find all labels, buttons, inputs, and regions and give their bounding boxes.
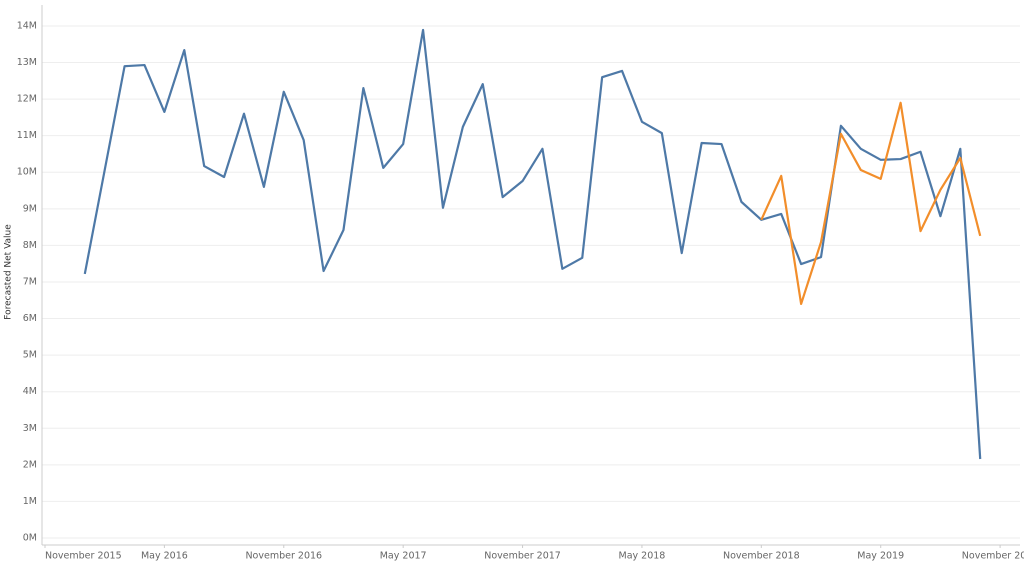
x-tick-label: May 2018	[619, 551, 666, 562]
y-tick-label: 7M	[23, 276, 37, 287]
y-tick-label: 1M	[23, 496, 37, 507]
x-tick-label: November 2018	[723, 551, 800, 562]
y-tick-label: 4M	[23, 386, 37, 397]
y-tick-label: 12M	[17, 94, 37, 105]
x-tick-label: May 2016	[141, 551, 188, 562]
y-tick-label: 10M	[17, 167, 37, 178]
y-tick-label: 13M	[17, 57, 37, 68]
y-tick-label: 9M	[23, 203, 37, 214]
y-tick-label: 2M	[23, 459, 37, 470]
y-tick-label: 14M	[17, 20, 37, 31]
y-axis-title: Forecasted Net Value	[4, 224, 14, 320]
x-tick-label: May 2019	[857, 551, 904, 562]
y-tick-label: 5M	[23, 350, 37, 361]
series-line	[760, 101, 982, 306]
x-tick-label: May 2017	[380, 551, 427, 562]
y-tick-label: 11M	[17, 130, 37, 141]
y-tick-label: 3M	[23, 423, 37, 434]
x-tick-label: November 2016	[245, 551, 322, 562]
series-line	[83, 28, 982, 460]
x-tick-label: November 2015	[45, 551, 122, 562]
y-tick-label: 6M	[23, 313, 37, 324]
x-tick-label: November 2019	[962, 551, 1024, 562]
y-tick-label: 8M	[23, 240, 37, 251]
y-tick-label: 0M	[23, 533, 37, 544]
x-tick-label: November 2017	[484, 551, 561, 562]
